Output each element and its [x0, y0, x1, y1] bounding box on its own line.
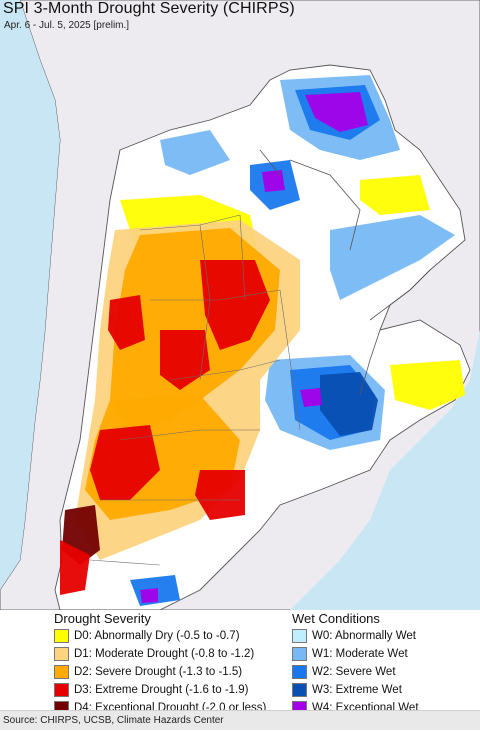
legend: Drought Severity D0: Abnormally Dry (-0.… [0, 610, 480, 715]
legend-swatch [292, 665, 307, 679]
dry-patch-d3 [160, 330, 210, 390]
legend-item-w3: W3: Extreme Wet [292, 681, 419, 699]
wet-patch-w4 [305, 92, 368, 132]
wet-legend: Wet Conditions W0: Abnormally Wet W1: Mo… [292, 610, 419, 717]
legend-swatch [292, 647, 307, 661]
ocean-east [290, 330, 480, 610]
wet-patch-w4 [140, 588, 158, 603]
map-title: SPI 3-Month Drought Severity (CHIRPS) [3, 0, 295, 17]
drought-legend-heading: Drought Severity [54, 611, 151, 626]
dry-patch-d3 [195, 470, 245, 520]
country-border [259, 149, 431, 396]
drought-map: SPI 3-Month Drought Severity (CHIRPS) Ap… [0, 0, 480, 610]
legend-item-w2: W2: Severe Wet [292, 663, 419, 681]
wet-patch-w3 [320, 372, 378, 436]
dry-patch-d3 [60, 540, 90, 595]
legend-swatch [54, 665, 69, 679]
legend-swatch [292, 629, 307, 643]
wet-patch-w1 [160, 130, 230, 175]
legend-item-d1: D1: Moderate Drought (-0.8 to -1.2) [54, 645, 266, 663]
wet-legend-heading: Wet Conditions [292, 611, 380, 626]
dry-patch-d0 [390, 360, 465, 410]
legend-item-d0: D0: Abnormally Dry (-0.5 to -0.7) [54, 627, 266, 645]
dry-patch-d3 [90, 425, 160, 500]
legend-item-d3: D3: Extreme Drought (-1.6 to -1.9) [54, 681, 266, 699]
drought-legend: Drought Severity D0: Abnormally Dry (-0.… [54, 610, 266, 717]
legend-item-w0: W0: Abnormally Wet [292, 627, 419, 645]
dry-patch-d3 [108, 295, 145, 350]
ocean-west [0, 0, 60, 590]
legend-item-d2: D2: Severe Drought (-1.3 to -1.5) [54, 663, 266, 681]
source-credit: Source: CHIRPS, UCSB, Climate Hazards Ce… [0, 710, 480, 730]
wet-patch-w4 [300, 388, 322, 407]
dry-patch-d0 [360, 175, 430, 215]
legend-swatch [54, 647, 69, 661]
province-borders [89, 214, 301, 566]
map-subtitle: Apr. 6 - Jul. 5, 2025 [prelim.] [4, 20, 130, 31]
legend-swatch [292, 683, 307, 697]
map-canvas [0, 0, 480, 610]
wet-patch-w4 [262, 170, 285, 192]
dry-patch-d3 [200, 260, 270, 350]
legend-swatch [54, 629, 69, 643]
wet-patch-w1 [330, 215, 455, 300]
legend-item-w1: W1: Moderate Wet [292, 645, 419, 663]
legend-swatch [54, 683, 69, 697]
